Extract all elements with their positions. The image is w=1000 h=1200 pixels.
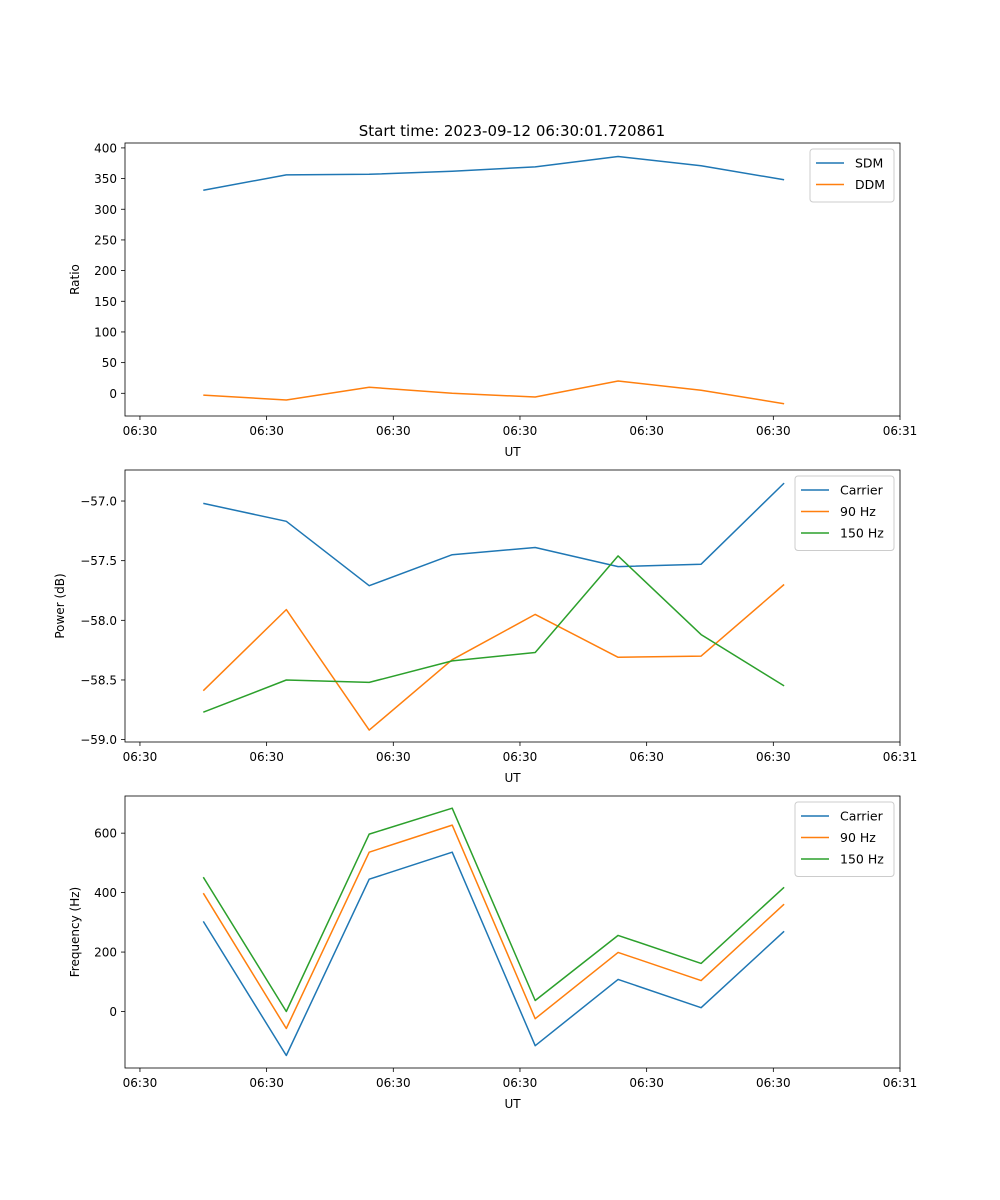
x-tick-label: 06:30 <box>503 750 538 764</box>
y-tick-label: 350 <box>94 172 117 186</box>
y-tick-label: 200 <box>94 946 117 960</box>
y-tick-label: 250 <box>94 233 117 247</box>
legend-label: SDM <box>855 156 883 171</box>
x-axis-label: UT <box>504 1097 521 1111</box>
y-tick-label: 0 <box>109 1005 117 1019</box>
x-tick-label: 06:30 <box>123 750 158 764</box>
series-line-carrier <box>203 482 785 587</box>
x-tick-label: 06:30 <box>123 424 158 438</box>
series-line-90-hz <box>202 583 785 731</box>
x-tick-label: 06:30 <box>249 1076 284 1090</box>
y-tick-label: 150 <box>94 295 117 309</box>
y-tick-label: −57.5 <box>80 554 117 568</box>
legend-box <box>794 475 895 551</box>
y-tick-label: 0 <box>109 387 117 401</box>
y-tick-label: 600 <box>94 827 117 841</box>
y-tick-label: 400 <box>94 141 117 155</box>
axes-frame <box>124 795 901 1069</box>
legend: SDM DDM <box>809 148 895 203</box>
x-tick-label: 06:30 <box>629 750 664 764</box>
legend: Carrier 90 Hz 150 Hz <box>794 801 895 877</box>
legend-label: Carrier <box>840 483 884 498</box>
series-line-150-hz <box>202 807 785 1013</box>
x-tick-label: 06:30 <box>756 424 791 438</box>
x-tick-label: 06:30 <box>376 424 411 438</box>
x-axis-label: UT <box>504 771 521 785</box>
x-tick-label: 06:30 <box>376 750 411 764</box>
legend-label: Carrier <box>840 809 884 824</box>
series-line-sdm <box>203 155 785 191</box>
chart-title: Start time: 2023-09-12 06:30:01.720861 <box>359 122 665 140</box>
y-tick-label: 100 <box>94 325 117 339</box>
series-line-carrier <box>202 851 785 1057</box>
x-tick-label: 06:30 <box>756 1076 791 1090</box>
legend-label: 150 Hz <box>840 852 884 867</box>
y-axis-label: Frequency (Hz) <box>68 887 82 978</box>
legend-label: DDM <box>855 177 885 192</box>
series-line-150-hz <box>203 555 785 713</box>
y-tick-label: 50 <box>102 356 117 370</box>
x-tick-label: 06:31 <box>883 750 918 764</box>
subplot-1: 06:30 06:30 06:30 06:30 06:30 06:30 06:31 UT 0 50… <box>68 141 917 459</box>
legend-box <box>794 801 895 877</box>
subplot-2: 06:30 06:30 06:30 06:30 06:30 06:30 06:31 UT −59… <box>53 469 918 785</box>
y-tick-label: 200 <box>94 264 117 278</box>
x-tick-label: 06:30 <box>376 1076 411 1090</box>
y-axis-label: Ratio <box>68 264 82 295</box>
x-tick-label: 06:30 <box>123 1076 158 1090</box>
legend-label: 90 Hz <box>840 504 876 519</box>
y-tick-label: −59.0 <box>80 733 117 747</box>
x-tick-label: 06:30 <box>756 750 791 764</box>
y-tick-label: −58.0 <box>80 614 117 628</box>
x-tick-label: 06:30 <box>249 750 284 764</box>
x-tick-label: 06:30 <box>503 1076 538 1090</box>
subplot-3: 06:30 06:30 06:30 06:30 06:30 06:30 06:31 UT 0 20… <box>68 795 918 1111</box>
y-axis-label: Power (dB) <box>53 573 67 638</box>
legend-label: 150 Hz <box>840 526 884 541</box>
legend-label: 90 Hz <box>840 830 876 845</box>
series-line-90-hz <box>202 824 785 1030</box>
axes-frame <box>124 142 901 417</box>
x-tick-label: 06:30 <box>629 1076 664 1090</box>
y-tick-label: 400 <box>94 886 117 900</box>
x-tick-label: 06:30 <box>249 424 284 438</box>
y-tick-label: −58.5 <box>80 673 117 687</box>
y-tick-label: 300 <box>94 203 117 217</box>
x-tick-label: 06:30 <box>629 424 664 438</box>
x-tick-label: 06:31 <box>883 1076 918 1090</box>
x-tick-label: 06:31 <box>883 424 918 438</box>
x-tick-label: 06:30 <box>503 424 538 438</box>
legend: Carrier 90 Hz 150 Hz <box>794 475 895 551</box>
y-tick-label: −57.0 <box>80 495 117 509</box>
x-axis-label: UT <box>504 445 521 459</box>
series-line-ddm <box>203 380 785 405</box>
axes-frame <box>124 469 901 743</box>
